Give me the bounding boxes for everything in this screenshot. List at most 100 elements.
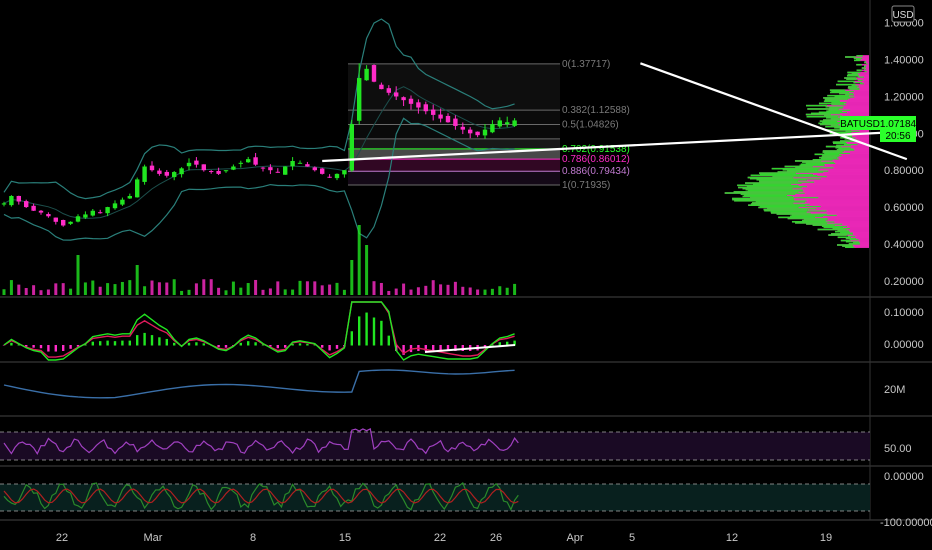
fib-zone — [348, 124, 560, 139]
volume-profile-bar-up — [856, 69, 862, 72]
volume-profile-bar-up — [824, 98, 848, 100]
fib-zone — [348, 138, 560, 149]
volume-profile-bar-up — [820, 157, 839, 160]
volume-profile-bar-down — [758, 206, 869, 209]
candle-body — [408, 98, 414, 104]
volume-profile-bar-down — [829, 89, 869, 91]
volume-profile-bar-down — [820, 157, 869, 160]
volume-profile-bar-up — [817, 228, 847, 231]
volume-profile-bar-down — [836, 144, 869, 147]
volume-bar — [106, 283, 110, 295]
volume-profile-bar-down — [838, 134, 869, 137]
macd-histogram-bar — [202, 343, 205, 346]
volume-profile-bar-up — [732, 198, 795, 201]
last-price-label: BATUSD 1.07184 20:56 — [840, 116, 917, 142]
candle-body — [460, 126, 465, 130]
volume-profile-bar-down — [831, 101, 869, 104]
bb-upper — [3, 18, 515, 200]
macd-histogram-bar — [69, 345, 72, 349]
macd-histogram-bar — [313, 344, 316, 346]
volume-profile-bar-down — [864, 60, 869, 63]
volume-profile-bar-up — [856, 55, 863, 57]
macd-panel[interactable] — [2, 301, 516, 361]
volume-profile-bar-up — [791, 220, 835, 223]
indicator-tick-label: 50.00 — [884, 443, 912, 455]
volume-profile-bar-up — [795, 222, 828, 224]
volume-bar — [202, 279, 206, 295]
volume-profile-bar-up — [814, 153, 840, 156]
macd-divergence-line[interactable] — [424, 344, 516, 353]
candle-body — [16, 195, 21, 202]
volume-profile-bar-up — [846, 74, 860, 77]
volume-profile-bar-up — [818, 102, 844, 105]
volume-profile-bar-down — [844, 77, 869, 79]
volume-profile-bar-up — [825, 145, 842, 148]
volume-profile-bar-down — [759, 173, 869, 176]
macd-histogram-bar — [136, 335, 139, 346]
indicator-tick-label: -100.00000 — [880, 517, 932, 529]
candle-body — [431, 109, 436, 115]
candle-body — [327, 176, 332, 178]
volume-profile-bar-down — [864, 68, 869, 70]
volume-profile-bar-up — [777, 171, 824, 173]
volume-bar — [76, 255, 80, 295]
volume-profile-bar-down — [805, 162, 869, 164]
volume-profile-bar-up — [749, 177, 821, 180]
volume-profile-bar-up — [848, 243, 861, 245]
candle-body — [482, 129, 488, 136]
price-axis[interactable]: 1.600001.400001.200001.000000.800000.600… — [880, 18, 932, 529]
volume-profile-bar-down — [831, 103, 869, 106]
currency-badge[interactable]: USD — [891, 5, 915, 23]
volume-profile-bar-up — [767, 207, 817, 210]
volume-profile-bar-up — [836, 149, 855, 151]
trendline[interactable] — [640, 62, 908, 161]
rsi-panel[interactable] — [0, 428, 870, 461]
volume-profile-bar-down — [790, 215, 869, 218]
volume-profile-bar-up — [819, 123, 839, 126]
volume-profile-bar-up — [750, 203, 810, 205]
volume-profile-bar-down — [778, 216, 869, 219]
volume-profile-bar-up — [831, 233, 853, 235]
macd-histogram-bar — [306, 343, 309, 346]
price-candles[interactable] — [1, 63, 517, 227]
candle-body — [112, 203, 118, 209]
volume-profile-bar-up — [744, 194, 788, 197]
volume-profile-bar-down — [794, 160, 869, 162]
candle-body — [416, 102, 421, 108]
macd-signal-line — [3, 301, 515, 358]
candle-body — [268, 167, 273, 171]
williams-r-panel[interactable] — [0, 481, 870, 512]
candle-body — [386, 88, 391, 93]
time-axis[interactable]: 22 Mar 8 15 22 26 Apr 5 12 19 — [56, 532, 832, 544]
candle-body — [24, 201, 29, 208]
volume-profile-bar-down — [832, 227, 869, 230]
macd-histogram-bar — [498, 342, 501, 346]
trendline[interactable] — [322, 130, 907, 163]
time-tick-label: 22 — [434, 532, 446, 544]
volume-profile-bar-up — [772, 175, 827, 178]
candle-body — [453, 118, 458, 126]
volume-profile-bar-up — [853, 241, 860, 244]
volume-profile-bar-down — [845, 93, 869, 96]
volume-bar — [387, 290, 391, 295]
candle-body — [120, 199, 125, 205]
volume-profile-bar-down — [830, 91, 869, 94]
obv-panel[interactable] — [3, 369, 515, 399]
trendlines[interactable] — [322, 62, 908, 163]
volume-bar — [342, 289, 346, 295]
candle-body — [394, 92, 399, 97]
volume-bar — [320, 285, 324, 295]
volume-profile-bar-down — [753, 183, 869, 185]
candle-body — [75, 216, 81, 222]
macd-histogram-bar — [165, 338, 168, 346]
volume-profile — [724, 55, 869, 249]
volume-profile-bar-up — [806, 104, 828, 107]
volume-profile-bar-down — [770, 212, 869, 214]
volume-profile-bar-down — [740, 193, 869, 195]
volume-profile-bar-down — [860, 82, 869, 85]
volume-profile-bar-down — [825, 105, 869, 108]
volume-profile-bar-up — [835, 146, 851, 149]
volume-profile-bar-up — [829, 132, 848, 135]
volume-bar — [217, 287, 221, 295]
